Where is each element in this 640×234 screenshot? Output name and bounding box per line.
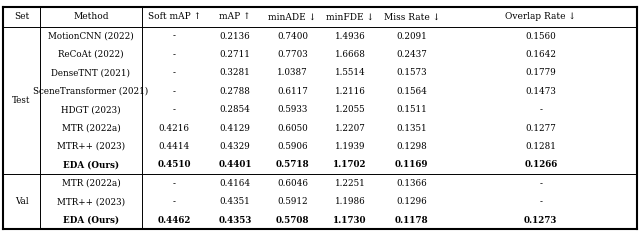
- Text: Set: Set: [14, 12, 29, 22]
- Text: 0.1169: 0.1169: [395, 161, 429, 169]
- Text: 0.2788: 0.2788: [220, 87, 250, 96]
- Text: 0.6046: 0.6046: [277, 179, 308, 188]
- Text: 0.5912: 0.5912: [277, 197, 308, 206]
- Text: 0.2136: 0.2136: [220, 32, 250, 41]
- Text: 0.1511: 0.1511: [396, 105, 428, 114]
- Text: 0.1564: 0.1564: [396, 87, 428, 96]
- Text: MTR++ (2023): MTR++ (2023): [57, 142, 125, 151]
- Text: -: -: [173, 105, 175, 114]
- Text: 1.2055: 1.2055: [335, 105, 365, 114]
- Text: minFDE ↓: minFDE ↓: [326, 12, 374, 22]
- Text: 0.1779: 0.1779: [525, 68, 556, 77]
- Text: 0.1266: 0.1266: [524, 161, 557, 169]
- Text: 0.4216: 0.4216: [159, 124, 189, 133]
- Text: -: -: [540, 179, 542, 188]
- Text: 0.4462: 0.4462: [157, 216, 191, 225]
- Text: 0.1560: 0.1560: [525, 32, 556, 41]
- Text: 0.6117: 0.6117: [277, 87, 308, 96]
- Text: EDA (Ours): EDA (Ours): [63, 161, 119, 169]
- Text: -: -: [173, 197, 175, 206]
- Text: 0.1642: 0.1642: [525, 50, 556, 59]
- Text: 0.5708: 0.5708: [276, 216, 309, 225]
- Text: 0.7703: 0.7703: [277, 50, 308, 59]
- Text: 0.4164: 0.4164: [220, 179, 250, 188]
- Text: 0.5933: 0.5933: [277, 105, 308, 114]
- Text: EDA (Ours): EDA (Ours): [63, 216, 119, 225]
- Text: 0.2711: 0.2711: [220, 50, 250, 59]
- Text: 0.4351: 0.4351: [220, 197, 250, 206]
- Text: SceneTransformer (2021): SceneTransformer (2021): [33, 87, 148, 96]
- Text: ReCoAt (2022): ReCoAt (2022): [58, 50, 124, 59]
- Text: Test: Test: [12, 96, 31, 105]
- Text: -: -: [173, 32, 175, 41]
- Text: 0.7400: 0.7400: [277, 32, 308, 41]
- Text: 1.1986: 1.1986: [335, 197, 365, 206]
- Text: 1.5514: 1.5514: [335, 68, 365, 77]
- Text: 1.1702: 1.1702: [333, 161, 367, 169]
- Text: 0.1573: 0.1573: [397, 68, 427, 77]
- Text: 1.1730: 1.1730: [333, 216, 367, 225]
- Text: -: -: [540, 197, 542, 206]
- Text: 0.4510: 0.4510: [157, 161, 191, 169]
- Text: 0.4353: 0.4353: [218, 216, 252, 225]
- Text: 1.0387: 1.0387: [277, 68, 308, 77]
- Text: Soft mAP ↑: Soft mAP ↑: [147, 12, 201, 22]
- Text: mAP ↑: mAP ↑: [219, 12, 251, 22]
- Text: HDGT (2023): HDGT (2023): [61, 105, 121, 114]
- Text: 0.4401: 0.4401: [218, 161, 252, 169]
- Text: DenseTNT (2021): DenseTNT (2021): [51, 68, 131, 77]
- Text: MotionCNN (2022): MotionCNN (2022): [48, 32, 134, 41]
- Text: -: -: [173, 68, 175, 77]
- Text: 0.1366: 0.1366: [396, 179, 428, 188]
- Text: -: -: [173, 50, 175, 59]
- Text: 0.4129: 0.4129: [220, 124, 250, 133]
- Text: 1.4936: 1.4936: [335, 32, 365, 41]
- Text: 0.1273: 0.1273: [524, 216, 557, 225]
- Text: -: -: [173, 179, 175, 188]
- Text: 0.2854: 0.2854: [220, 105, 250, 114]
- Text: 1.2251: 1.2251: [335, 179, 365, 188]
- Text: 0.1281: 0.1281: [525, 142, 556, 151]
- Text: 0.2091: 0.2091: [396, 32, 428, 41]
- Text: 0.1298: 0.1298: [396, 142, 428, 151]
- Text: 0.4414: 0.4414: [159, 142, 189, 151]
- Text: MTR++ (2023): MTR++ (2023): [57, 197, 125, 206]
- Text: 0.1351: 0.1351: [397, 124, 427, 133]
- Text: 0.4329: 0.4329: [220, 142, 250, 151]
- Text: 0.1473: 0.1473: [525, 87, 556, 96]
- Text: 1.1939: 1.1939: [335, 142, 365, 151]
- Text: MTR (2022a): MTR (2022a): [61, 179, 120, 188]
- Text: Method: Method: [73, 12, 109, 22]
- Text: 0.5906: 0.5906: [277, 142, 308, 151]
- Text: 1.2116: 1.2116: [335, 87, 365, 96]
- Text: Val: Val: [15, 197, 28, 206]
- Text: minADE ↓: minADE ↓: [268, 12, 317, 22]
- Text: 0.2437: 0.2437: [396, 50, 428, 59]
- Text: MTR (2022a): MTR (2022a): [61, 124, 120, 133]
- Text: 0.6050: 0.6050: [277, 124, 308, 133]
- Text: -: -: [173, 87, 175, 96]
- Text: Miss Rate ↓: Miss Rate ↓: [384, 12, 440, 22]
- Text: 1.6668: 1.6668: [335, 50, 365, 59]
- Text: 0.1178: 0.1178: [395, 216, 429, 225]
- Text: 0.1277: 0.1277: [525, 124, 556, 133]
- Text: -: -: [540, 105, 542, 114]
- Text: 0.1296: 0.1296: [396, 197, 428, 206]
- Text: 1.2207: 1.2207: [335, 124, 365, 133]
- Text: 0.3281: 0.3281: [220, 68, 250, 77]
- Text: Overlap Rate ↓: Overlap Rate ↓: [506, 12, 576, 22]
- Text: 0.5718: 0.5718: [276, 161, 309, 169]
